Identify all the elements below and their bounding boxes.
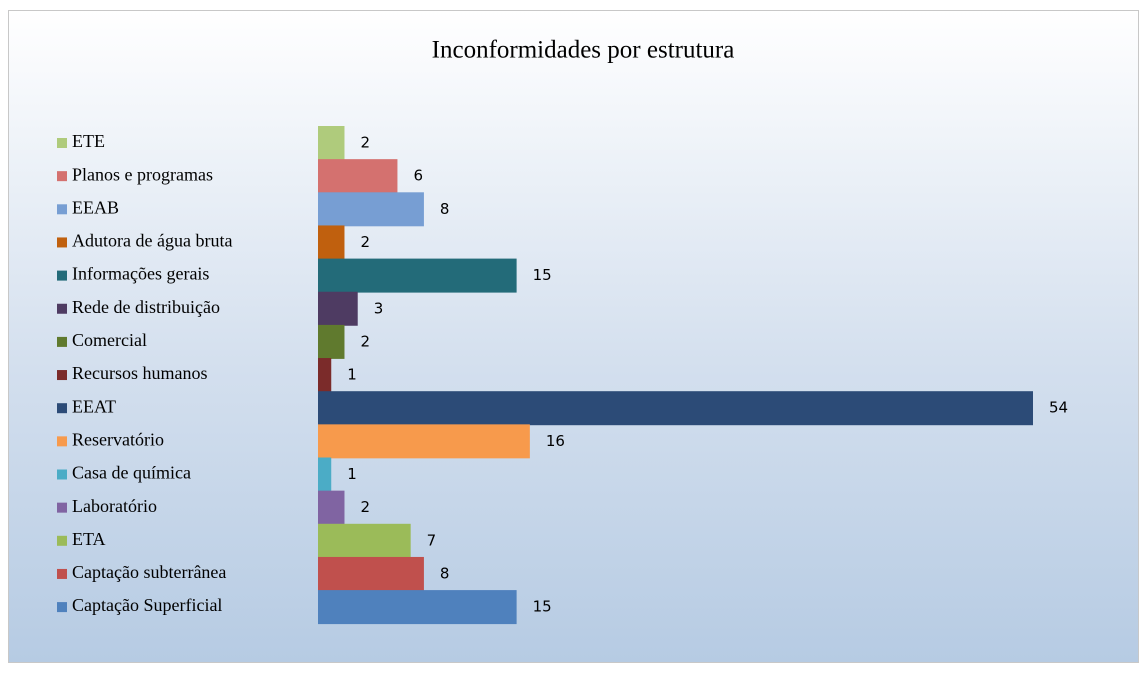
legend-label: Planos e programas — [72, 164, 213, 184]
data-label: 1 — [347, 465, 357, 483]
legend-label: ETA — [72, 529, 106, 549]
data-label: 7 — [427, 531, 437, 549]
data-label: 16 — [546, 432, 565, 450]
bar — [318, 324, 345, 359]
legend-swatch — [57, 469, 67, 480]
data-label: 15 — [533, 266, 552, 284]
bar — [318, 126, 345, 160]
legend-swatch — [57, 336, 67, 347]
bar — [318, 291, 358, 326]
legend-swatch — [57, 502, 67, 513]
data-label: 1 — [347, 366, 357, 384]
data-label: 8 — [440, 200, 450, 218]
legend-label: Captação Superficial — [72, 595, 222, 615]
legend-swatch — [57, 436, 67, 447]
legend-swatch — [57, 138, 67, 148]
chart-frame — [8, 10, 1139, 663]
bar — [318, 258, 517, 293]
bar — [318, 457, 332, 492]
legend-label: Rede de distribuição — [72, 297, 220, 317]
legend-swatch — [57, 370, 67, 381]
legend-label: Reservatório — [72, 429, 164, 449]
data-label: 2 — [360, 332, 370, 350]
chart-title: Inconformidades por estrutura — [432, 37, 735, 64]
bar — [318, 556, 424, 591]
data-label: 2 — [360, 134, 370, 152]
data-label: 2 — [360, 498, 370, 516]
legend-label: EEAB — [72, 197, 119, 217]
legend-label: ETE — [72, 131, 105, 151]
data-label: 2 — [360, 233, 370, 251]
legend-label: Laboratório — [72, 496, 157, 516]
legend-swatch — [57, 204, 67, 215]
legend-swatch — [57, 171, 67, 182]
legend-label: Casa de química — [72, 463, 191, 483]
bar — [318, 424, 530, 459]
legend-swatch — [57, 270, 67, 281]
legend-swatch — [57, 535, 67, 546]
legend-label: Informações gerais — [72, 264, 209, 284]
bar — [318, 225, 345, 260]
legend-swatch — [57, 568, 67, 579]
data-label: 6 — [413, 167, 423, 185]
legend-swatch — [57, 237, 67, 248]
bar — [318, 192, 424, 227]
legend-label: Captação subterrânea — [72, 562, 226, 582]
legend-swatch — [57, 403, 67, 414]
legend-label: Adutora de água bruta — [72, 231, 232, 251]
bar — [318, 590, 517, 625]
legend-label: EEAT — [72, 396, 116, 416]
bar — [318, 391, 1033, 426]
bar — [318, 358, 332, 393]
legend-label: Comercial — [72, 330, 147, 350]
bar — [318, 523, 411, 558]
bar — [318, 159, 398, 194]
data-label: 8 — [440, 564, 450, 582]
data-label: 15 — [533, 598, 552, 616]
legend-swatch — [57, 303, 67, 314]
data-label: 54 — [1049, 399, 1068, 417]
legend-swatch — [57, 602, 67, 613]
bar — [318, 490, 345, 525]
data-label: 3 — [374, 299, 384, 317]
legend-label: Recursos humanos — [72, 363, 207, 383]
